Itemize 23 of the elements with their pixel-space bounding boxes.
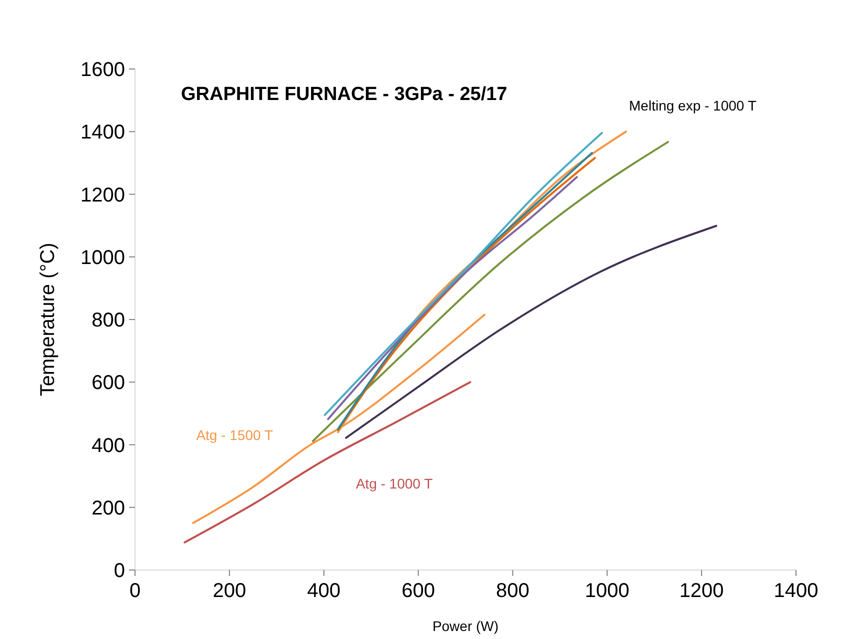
x-tick-label: 800 xyxy=(496,580,530,602)
x-tick-label: 600 xyxy=(402,580,435,602)
x-tick-label: 1400 xyxy=(774,580,818,602)
y-tick-label: 1200 xyxy=(80,184,125,206)
y-tick-label: 800 xyxy=(92,310,125,332)
text: Atg - 1000 T xyxy=(356,475,434,492)
x-tick-label: 0 xyxy=(129,580,141,602)
y-tick-label: 0 xyxy=(114,560,125,582)
x-tick-label: 1000 xyxy=(584,580,630,602)
y-tick-label: 1600 xyxy=(80,59,125,81)
x-tick-label: 1200 xyxy=(679,580,724,602)
y-tick-label: 600 xyxy=(92,372,125,394)
x-tick-label: 200 xyxy=(212,580,246,602)
x-axis-title: Power (W) xyxy=(432,618,499,634)
x-tick-label: 400 xyxy=(307,580,341,602)
y-tick-label: 1000 xyxy=(80,246,125,269)
y-axis-title: Temperature (°C) xyxy=(37,242,59,396)
y-tick-label: 200 xyxy=(92,497,125,520)
y-tick-label: 1400 xyxy=(80,122,125,144)
series-label: Atg - 1500 T xyxy=(196,427,274,444)
text: GRAPHITE FURNACE - 3GPa - 25/17 xyxy=(181,84,508,105)
y-tick-label: 400 xyxy=(92,434,125,457)
series-label: Melting exp - 1000 T xyxy=(629,98,757,114)
